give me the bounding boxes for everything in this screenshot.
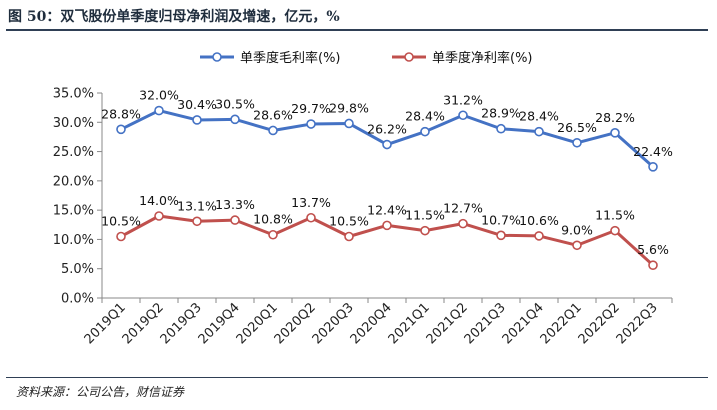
data-point [534,231,544,241]
title-rule [6,29,708,31]
data-label: 10.5% [329,214,369,229]
x-tick-label: 2022Q2 [576,300,623,347]
series-layer: 28.8% 32.0%30.4%30.5%28.6%29.7%29.8% 26.2%… [101,88,673,270]
x-tick-label: 2021Q3 [462,300,509,347]
data-point [648,162,658,172]
data-label: 9.0% [561,222,593,237]
data-point [610,225,620,236]
data-label: 13.1% [177,198,217,213]
data-label: 5.6% [637,242,669,257]
data-point [572,240,582,251]
legend-label: 单季度净利率(%) [432,50,533,66]
x-tick-label: 2019Q4 [196,300,243,347]
x-tick-label: 2020Q3 [310,300,357,347]
data-point [344,118,354,129]
y-tick-label: 5.0% [61,262,94,277]
data-point [382,220,392,231]
y-tick-label: 30.0% [53,116,94,131]
y-tick-label: 10.0% [53,233,94,248]
data-label: 31.2% [443,92,483,107]
legend-label: 单季度毛利率(%) [240,50,341,66]
data-label: 28.4% [519,109,559,124]
data-point [116,231,126,242]
data-label: 30.4% [177,97,217,112]
legend-marker [404,52,414,62]
y-tick-label: 35.0% [53,87,94,102]
data-label: 26.2% [367,122,407,137]
data-point [648,260,658,270]
legend: 单季度毛利率(%) 单季度净利率(%) [200,50,533,66]
data-point [306,212,316,223]
data-label: 22.4% [633,144,673,159]
data-label: 14.0% [139,193,179,208]
data-point [420,126,430,137]
data-point [230,114,240,125]
data-point [268,229,278,240]
data-point [496,230,506,241]
data-label: 10.8% [253,212,293,227]
x-tick-label: 2020Q1 [234,300,281,347]
data-label: 11.5% [595,208,635,223]
x-tick-label: 2019Q2 [120,300,167,347]
data-label: 13.3% [215,197,255,212]
data-label: 29.8% [329,100,369,115]
data-point [344,231,354,242]
x-tick-label: 2021Q1 [386,300,433,347]
data-point [154,211,164,221]
x-tick-label: 2022Q3 [614,300,661,347]
data-label: 29.7% [291,101,331,116]
x-tick-label: 2020Q4 [348,300,395,347]
data-label: 30.5% [215,96,255,111]
data-label: 10.6% [519,213,559,228]
y-tick-label: 15.0% [53,204,94,219]
figure-title: 图 50：双飞股份单季度归母净利润及增速，亿元，% [8,9,340,25]
data-label: 32.0% [139,88,179,103]
x-tick-label: 2020Q2 [272,300,319,347]
data-label: 28.6% [253,107,293,122]
data-point [306,119,316,129]
source-rule [6,377,708,378]
y-tick-label: 20.0% [53,174,94,189]
data-label: 28.2% [595,110,635,125]
x-tick-label: 2022Q1 [538,300,585,347]
data-point [496,123,506,134]
data-label: 10.7% [481,212,521,227]
data-point [458,218,468,229]
line-chart: 单季度毛利率(%) 单季度净利率(%) 0.0% 5.0% 10.0% 15.0% 20.… [53,50,673,347]
x-tick-label: 2019Q3 [158,300,205,347]
data-label: 28.8% [101,106,141,121]
x-tick-label: 2021Q2 [424,300,471,347]
data-point [192,216,202,227]
data-label: 11.5% [405,208,445,223]
data-point [382,139,392,150]
legend-marker [212,52,222,62]
x-tick-label: 2019Q1 [82,300,129,347]
data-label: 28.9% [481,106,521,121]
y-tick-label: 25.0% [53,145,94,160]
data-point [230,215,240,225]
data-label: 12.4% [367,202,407,217]
data-point [268,125,278,136]
data-label: 26.5% [557,120,597,135]
x-axis: 2019Q12019Q22019Q32019Q42020Q12020Q22020… [82,297,673,347]
data-label: 13.7% [291,195,331,210]
data-label: 12.7% [443,201,483,216]
data-point [154,105,164,116]
data-point [572,137,582,148]
y-tick-label: 0.0% [61,292,94,307]
data-point [610,128,620,138]
data-label: 28.4% [405,109,445,124]
data-point [192,115,202,125]
source-note: 资料来源：公司公告，财信证券 [16,385,185,399]
x-tick-label: 2021Q4 [500,300,547,347]
y-axis: 0.0% 5.0% 10.0% 15.0% 20.0% 25.0% 30.0% 35.0% [53,87,103,307]
data-point [534,126,544,137]
data-label: 10.5% [101,214,141,229]
data-point [420,225,430,236]
data-point [116,124,126,135]
data-point [458,110,468,121]
